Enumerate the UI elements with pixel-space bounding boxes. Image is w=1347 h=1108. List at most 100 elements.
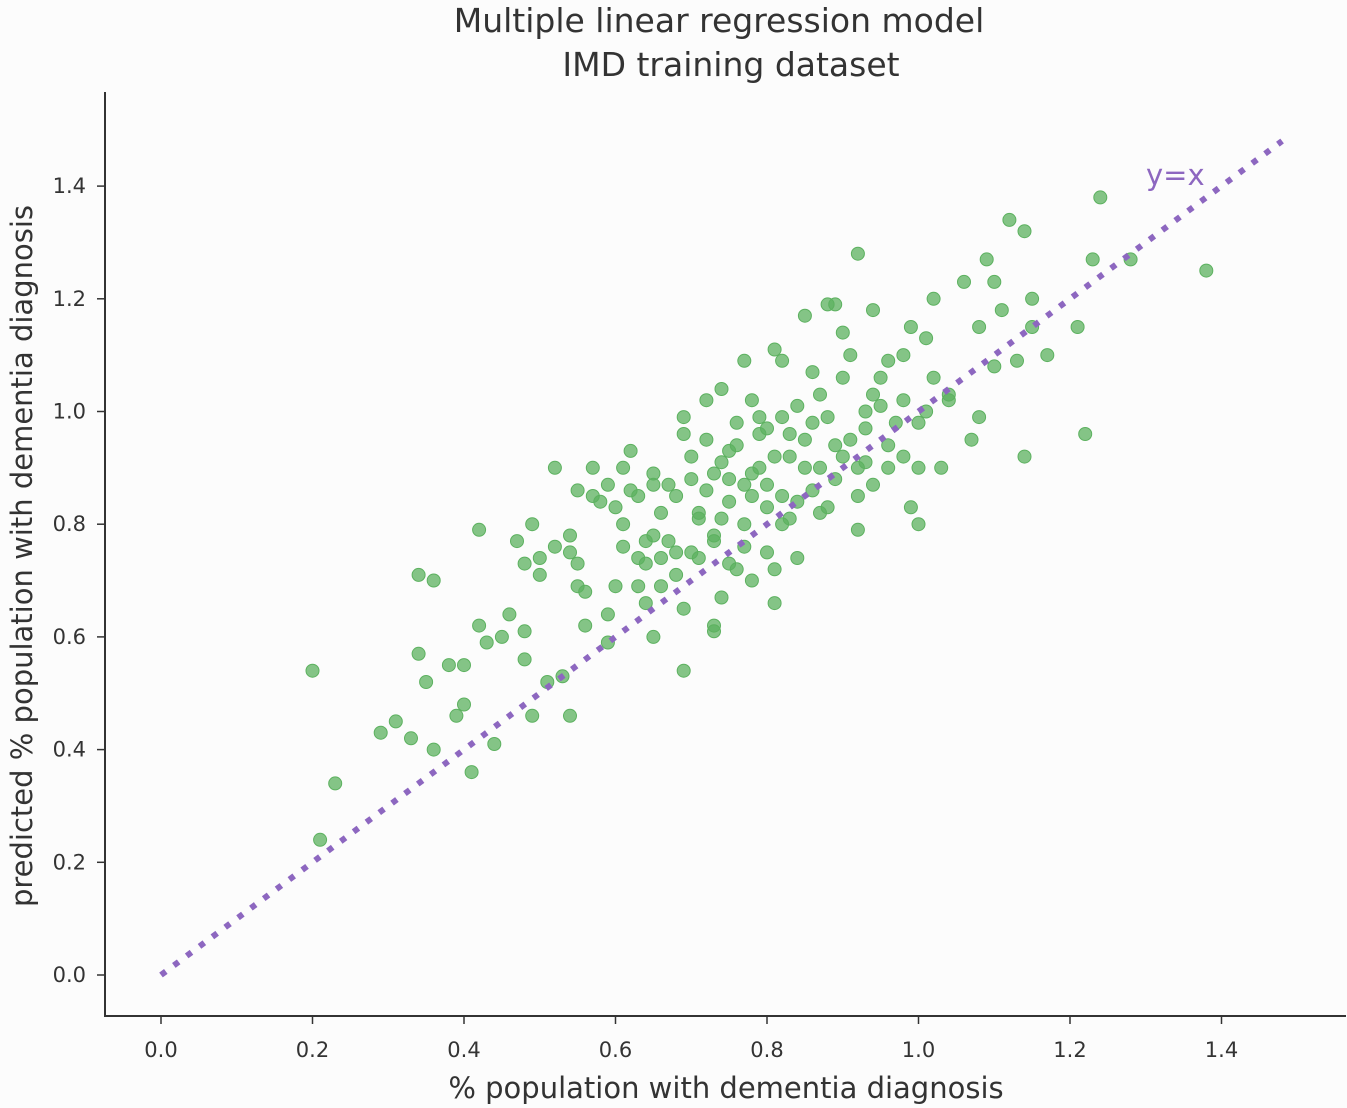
data-point bbox=[994, 303, 1009, 318]
data-point bbox=[638, 556, 653, 571]
data-point bbox=[661, 477, 676, 492]
data-point bbox=[843, 348, 858, 363]
data-point bbox=[654, 505, 668, 520]
data-point bbox=[517, 624, 532, 639]
data-point bbox=[820, 410, 835, 425]
data-point bbox=[767, 562, 782, 577]
data-point bbox=[411, 567, 426, 582]
data-point bbox=[600, 607, 615, 622]
data-point bbox=[797, 308, 812, 323]
data-point bbox=[600, 477, 615, 492]
data-point bbox=[775, 410, 790, 425]
data-point bbox=[570, 556, 585, 571]
data-point bbox=[873, 398, 888, 413]
data-point bbox=[926, 370, 941, 385]
data-point bbox=[502, 607, 517, 622]
y-axis-label: predicted % population with dementia dia… bbox=[5, 205, 39, 907]
data-point bbox=[646, 528, 661, 543]
data-point bbox=[790, 551, 805, 565]
data-point bbox=[676, 663, 691, 678]
data-point bbox=[699, 483, 714, 498]
data-point bbox=[782, 449, 797, 464]
data-point bbox=[896, 348, 911, 363]
data-point bbox=[737, 477, 752, 492]
data-point bbox=[1093, 190, 1108, 205]
data-point bbox=[729, 438, 744, 453]
data-point bbox=[896, 449, 911, 464]
data-point bbox=[850, 522, 865, 537]
data-point bbox=[616, 517, 631, 532]
x-tick-label: 1.4 bbox=[1205, 1038, 1238, 1062]
data-point bbox=[669, 545, 684, 560]
y-tick-label: 0.4 bbox=[53, 738, 86, 762]
data-point bbox=[911, 415, 926, 430]
data-point bbox=[684, 472, 699, 487]
data-point bbox=[1017, 449, 1032, 464]
chart-title: Multiple linear regression model bbox=[454, 1, 985, 40]
data-point bbox=[881, 353, 896, 368]
y-tick-label: 0.6 bbox=[53, 625, 86, 649]
data-point bbox=[866, 303, 880, 318]
data-point bbox=[729, 562, 744, 577]
data-point bbox=[858, 404, 873, 419]
y-tick-label: 1.4 bbox=[53, 174, 86, 198]
data-point bbox=[835, 325, 850, 340]
data-point bbox=[850, 489, 865, 503]
y-tick-label: 0.8 bbox=[53, 512, 86, 536]
data-point bbox=[525, 708, 540, 723]
data-point bbox=[850, 246, 865, 261]
data-point bbox=[782, 427, 797, 441]
data-point bbox=[760, 421, 774, 436]
data-point bbox=[782, 511, 797, 526]
data-point bbox=[578, 618, 593, 633]
data-point bbox=[760, 545, 774, 560]
data-point bbox=[866, 387, 880, 402]
data-point bbox=[790, 398, 805, 413]
x-tick-label: 1.2 bbox=[1053, 1038, 1086, 1062]
data-point bbox=[911, 460, 926, 475]
data-point bbox=[760, 477, 774, 492]
data-point bbox=[707, 466, 721, 481]
data-point bbox=[813, 387, 827, 402]
data-point bbox=[313, 832, 328, 847]
data-point bbox=[767, 342, 782, 357]
x-axis-ticks: 0.0 0.2 0.4 0.6 0.8 1.0 1.2 1.4 bbox=[144, 1016, 1238, 1062]
data-point bbox=[669, 567, 684, 582]
data-point bbox=[744, 573, 759, 588]
data-point bbox=[903, 320, 918, 334]
x-tick-label: 0.0 bbox=[144, 1038, 177, 1062]
data-point bbox=[835, 449, 850, 464]
data-point bbox=[593, 494, 608, 509]
data-point bbox=[404, 731, 418, 746]
data-point bbox=[426, 573, 441, 588]
reference-line-group bbox=[159, 138, 1284, 978]
data-point bbox=[684, 449, 699, 464]
data-point bbox=[449, 708, 464, 723]
data-point bbox=[457, 658, 471, 673]
x-axis-label: % population with dementia diagnosis bbox=[448, 1071, 1003, 1105]
x-tick-label: 1.0 bbox=[902, 1038, 935, 1062]
data-point bbox=[797, 432, 812, 447]
data-point bbox=[585, 460, 600, 475]
data-point bbox=[646, 466, 661, 481]
data-point bbox=[479, 635, 494, 650]
data-point bbox=[472, 618, 487, 633]
data-point bbox=[767, 596, 782, 611]
data-point bbox=[547, 460, 562, 475]
data-point bbox=[646, 629, 661, 644]
data-point bbox=[661, 534, 676, 549]
data-point bbox=[775, 489, 790, 503]
y-tick-label: 0.2 bbox=[53, 850, 86, 874]
data-point bbox=[1025, 291, 1040, 306]
data-point bbox=[638, 596, 653, 611]
data-point bbox=[926, 291, 941, 306]
data-point bbox=[775, 353, 790, 368]
data-point bbox=[881, 460, 896, 475]
data-point bbox=[1070, 320, 1085, 334]
data-point bbox=[752, 460, 767, 475]
data-point bbox=[820, 500, 835, 515]
x-tick-label: 0.4 bbox=[447, 1038, 480, 1062]
reference-line-label: y=x bbox=[1146, 158, 1205, 192]
data-point bbox=[669, 489, 684, 503]
data-point bbox=[972, 410, 987, 425]
